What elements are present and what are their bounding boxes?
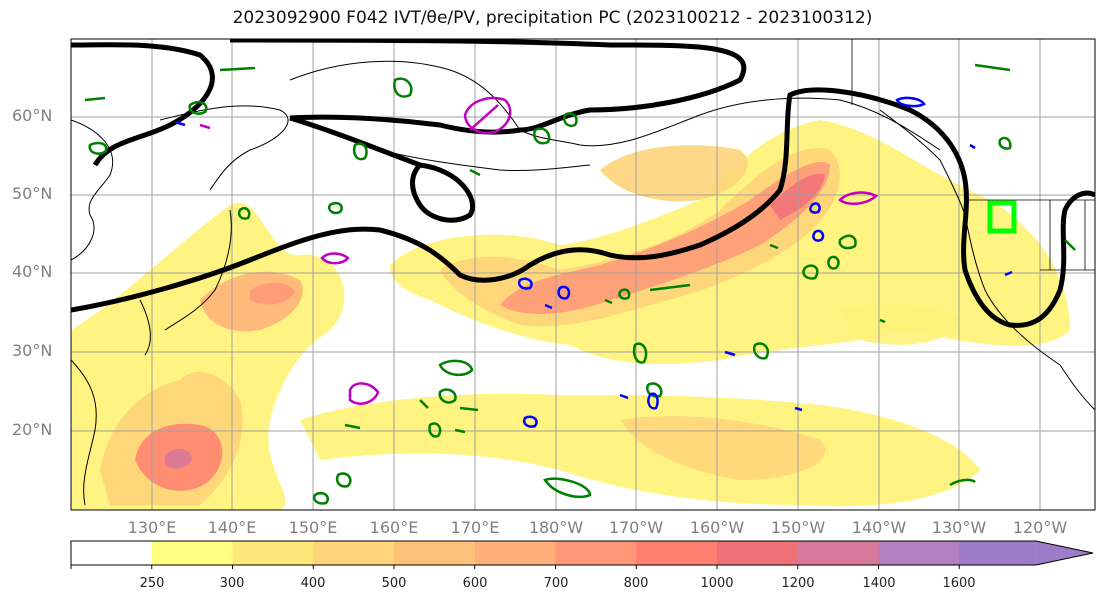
magenta-contour-bering <box>463 96 512 135</box>
colorbar-segment <box>717 541 799 565</box>
magenta-contour-south <box>348 382 380 405</box>
lon-label-140e: 140°E <box>207 518 257 537</box>
precip-region-west-peak <box>165 448 192 469</box>
magenta-contour-japan <box>320 252 350 265</box>
coastline-alaska <box>289 60 941 151</box>
precip-region-japan-core <box>250 282 295 305</box>
blue-contours <box>174 96 1013 428</box>
colorbar-label-700: 700 <box>543 576 569 591</box>
coastline-aleutians <box>379 149 591 172</box>
lat-label-40: 40°N <box>12 262 53 281</box>
coastline-baja <box>1059 364 1095 411</box>
colorbar-segment <box>636 541 718 565</box>
precipitation-shading <box>71 120 1070 510</box>
colorbar-segment <box>474 541 556 565</box>
lon-label-130e: 130°E <box>127 518 177 537</box>
coastlines <box>71 60 1095 506</box>
coastline-china <box>71 359 97 506</box>
figure-title: 2023092900 F042 IVT/θe/PV, precipitation… <box>232 8 873 28</box>
lon-label-150w: 150°W <box>770 518 826 537</box>
lon-label-120w: 120°W <box>1012 518 1068 537</box>
colorbar-label-600: 600 <box>462 576 488 591</box>
coastline-bc <box>879 109 966 216</box>
colorbar-outline <box>70 540 1094 566</box>
coastline-sakhalin-japan <box>164 209 232 331</box>
colorbar-label-1600: 1600 <box>942 576 976 591</box>
precip-region-south <box>300 393 980 507</box>
thick-contour-jet <box>71 87 1095 328</box>
colorbar-segment <box>313 541 395 565</box>
colorbar-label-800: 800 <box>623 576 649 591</box>
magenta-contour-east <box>838 191 879 205</box>
colorbar-segment <box>232 541 314 565</box>
colorbar-label-500: 500 <box>381 576 407 591</box>
colorbar-segment <box>797 541 879 565</box>
lon-label-170w: 170°W <box>608 518 664 537</box>
colorbar-segment <box>71 541 153 565</box>
green-pv-contours <box>84 63 1076 505</box>
lat-label-30: 30°N <box>12 341 53 360</box>
precip-region-east-coast <box>840 304 960 345</box>
lat-label-20: 20°N <box>12 420 53 439</box>
colorbar-label-1400: 1400 <box>862 576 896 591</box>
thick-contour-upper <box>71 42 215 167</box>
colorbar-segment <box>151 541 233 565</box>
precip-region-south-inner <box>620 416 826 480</box>
lon-label-130w: 130°W <box>931 518 987 537</box>
lat-label-50: 50°N <box>12 184 53 203</box>
colorbar-segment <box>394 541 476 565</box>
colorbar <box>70 540 1094 569</box>
colorbar-label-250: 250 <box>139 576 165 591</box>
thick-contour-upper-right <box>229 39 747 135</box>
colorbar-label-300: 300 <box>219 576 245 591</box>
lon-label-160w: 160°W <box>689 518 745 537</box>
precip-region-central-core <box>500 161 830 315</box>
lon-label-150e: 150°E <box>288 518 338 537</box>
thick-black-contours <box>71 39 1095 328</box>
colorbar-segment <box>878 541 960 565</box>
colorbar-segment <box>959 541 1036 565</box>
highlight-box <box>987 200 1017 234</box>
colorbar-extend-arrow <box>1035 541 1093 565</box>
coastline-kamchatka <box>159 105 289 191</box>
colorbar-label-400: 400 <box>300 576 326 591</box>
coastline-us-west <box>964 214 1061 366</box>
lon-label-160e: 160°E <box>369 518 419 537</box>
colorbar-label-1000: 1000 <box>700 576 734 591</box>
map-border <box>70 38 1096 511</box>
lat-label-60: 60°N <box>12 106 53 125</box>
colorbar-label-1200: 1200 <box>781 576 815 591</box>
precip-region-north-blob <box>600 145 748 202</box>
colorbar-segment <box>555 541 637 565</box>
lon-label-170e: 170°E <box>450 518 500 537</box>
coastline-asia <box>71 119 114 261</box>
lon-label-180w: 180°W <box>528 518 584 537</box>
magenta-contours <box>199 96 879 405</box>
lon-label-140w: 140°W <box>851 518 907 537</box>
coastline-korea <box>139 299 151 356</box>
